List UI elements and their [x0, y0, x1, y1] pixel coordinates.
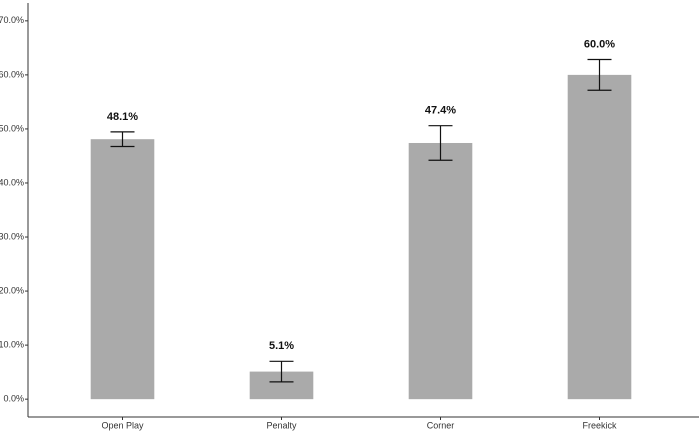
value-label: 5.1% — [269, 340, 294, 352]
y-tick-label: 10.0% — [0, 339, 24, 349]
y-tick-label: 50.0% — [0, 123, 24, 133]
x-tick-label: Open Play — [101, 420, 144, 430]
y-tick-label: 60.0% — [0, 69, 24, 79]
y-tick-label: 30.0% — [0, 231, 24, 241]
y-tick-label: 0.0% — [3, 394, 24, 404]
bar — [408, 142, 473, 400]
value-label: 60.0% — [584, 38, 615, 50]
value-label: 47.4% — [425, 105, 456, 117]
x-tick-label: Penalty — [266, 420, 297, 430]
x-tick-label: Freekick — [582, 420, 617, 430]
y-tick-label: 70.0% — [0, 15, 24, 25]
y-tick-label: 40.0% — [0, 177, 24, 187]
value-label: 48.1% — [107, 111, 138, 123]
bar — [90, 139, 155, 400]
bar — [567, 74, 632, 400]
x-tick-label: Corner — [427, 420, 455, 430]
y-tick-label: 20.0% — [0, 285, 24, 295]
